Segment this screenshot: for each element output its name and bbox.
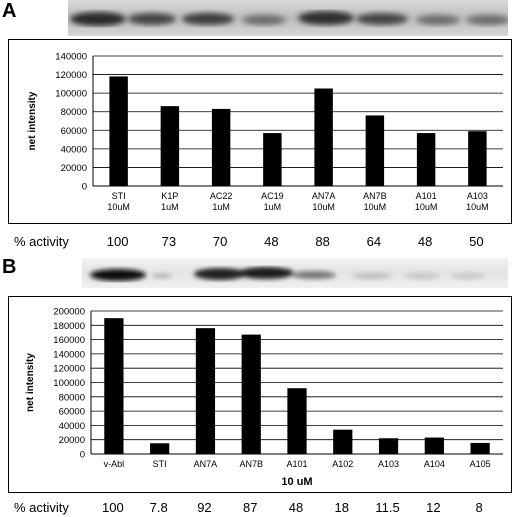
panel-b-activity-value: 87	[242, 500, 258, 515]
panel-a-bar	[211, 108, 231, 186]
panel-a-y-tick-label: 80000	[61, 107, 87, 118]
panel-a-y-tick-label: 0	[82, 182, 87, 193]
panel-a-western-blot	[68, 0, 508, 36]
panel-b-bar	[104, 318, 124, 454]
panel-a-activity-label: % activity	[14, 234, 69, 249]
panel-b-activity-value: 48	[288, 500, 304, 515]
panel-a-letter: A	[2, 0, 17, 22]
panel-b-x-tick-label: A104	[424, 459, 445, 469]
panel-a-x-tick-label: K1P	[161, 191, 178, 201]
panel-b-activity-value: 18	[334, 500, 349, 515]
panel-b-activity-value: 92	[197, 500, 212, 515]
panel-b-x-axis-label: 10 uM	[281, 476, 312, 488]
panel-a-x-tick-label: AC22	[210, 191, 233, 201]
panel-a-activity-value: 100	[106, 234, 129, 249]
panel-b-western-blot	[82, 258, 508, 288]
panel-a-x-tick-label: A101	[416, 191, 437, 201]
panel-b-y-tick-label: 140000	[53, 349, 85, 360]
panel-a-y-tick-label: 100000	[55, 89, 87, 100]
panel-b-bar	[378, 438, 399, 454]
panel-a-bar	[263, 133, 282, 186]
panel-b-bar	[333, 429, 353, 454]
panel-a-y-tick-label: 40000	[61, 144, 87, 155]
panel-a-y-tick-label: 140000	[55, 52, 87, 63]
panel-a-bar	[314, 88, 333, 186]
panel-a-activity-value: 70	[212, 234, 228, 249]
panel-a-activity-value: 88	[315, 234, 330, 249]
panel-b-y-tick-label: 160000	[53, 335, 85, 346]
panel-b-letter: B	[2, 256, 17, 278]
panel-a-x-tick-label: 1uM	[264, 202, 282, 212]
panel-b-y-axis-label: net intensity	[25, 353, 36, 412]
panel-b-activity-label: % activity	[14, 500, 69, 515]
panel-b-x-tick-label: A103	[378, 459, 399, 469]
panel-b-y-tick-label: 100000	[53, 378, 85, 389]
panel-a-x-tick-label: 10uM	[107, 202, 130, 212]
panel-b-y-tick-label: 40000	[59, 421, 85, 432]
panel-b-x-tick-label: A101	[286, 459, 307, 469]
panel-a-bar	[365, 115, 385, 186]
panel-b-y-tick-label: 80000	[59, 392, 85, 403]
panel-a-y-tick-label: 60000	[61, 126, 87, 137]
panel-a-x-tick-label: 10uM	[415, 202, 438, 212]
panel-a-bar-chart: 0 20000 40000 60000 80000 100000 120000 140000 S…	[27, 52, 503, 212]
panel-a-y-tick-label: 20000	[61, 163, 87, 174]
panel-b-bar	[287, 388, 307, 454]
panel-b-chart-frame: 0 20000 40000 60000 80000 100000 120000 140000 1…	[8, 296, 512, 493]
panel-a-x-tick-label: 10uM	[312, 202, 335, 212]
panel-a-bar	[160, 106, 180, 186]
panel-a-x-tick-label: A103	[467, 191, 488, 201]
panel-a-x-tick-label: 1uM	[212, 202, 230, 212]
panel-b-activity-value: 12	[426, 500, 441, 515]
panel-b-x-tick-label: AN7A	[194, 459, 218, 469]
panel-b-bar	[150, 443, 170, 454]
panel-b-y-tick-label: 0	[80, 450, 85, 461]
panel-a-y-axis-label: net intensity	[27, 91, 38, 150]
panel-b-x-tick-label: A105	[470, 459, 491, 469]
panel-a-bar	[109, 76, 128, 186]
panel-b-x-tick-label: A102	[332, 459, 353, 469]
panel-a-x-tick-label: STI	[112, 191, 126, 201]
panel-a-x-tick-label: 10uM	[466, 202, 489, 212]
panel-b-y-tick-label: 180000	[53, 321, 85, 332]
panel-a-activity-value: 50	[469, 234, 484, 249]
panel-b-activity-value: 7.8	[149, 500, 168, 515]
panel-b-x-tick-label: v-Abl	[104, 459, 125, 469]
panel-a-bar	[468, 131, 487, 186]
panel-b-bar	[241, 334, 261, 454]
panel-b-y-tick-label: 20000	[59, 435, 85, 446]
panel-b-y-tick-label: 60000	[59, 407, 85, 418]
panel-a-x-tick-label: 1uM	[161, 202, 179, 212]
panel-a-x-tick-label: 10uM	[364, 202, 387, 212]
panel-b-x-tick-label: STI	[153, 459, 167, 469]
panel-b-y-tick-label: 200000	[53, 307, 85, 318]
panel-a-activity-value: 73	[161, 234, 177, 249]
panel-b-bar	[470, 442, 490, 454]
panel-b-activity-value: 8	[475, 500, 483, 515]
panel-a-x-tick-label: AC19	[261, 191, 284, 201]
panel-a-activity-value: 48	[417, 234, 433, 249]
panel-b-bar	[195, 328, 216, 454]
panel-b-x-tick-label: AN7B	[239, 459, 263, 469]
panel-a-bar	[416, 133, 436, 186]
panel-a-y-tick-label: 120000	[55, 70, 87, 81]
panel-a-chart-frame: 0 20000 40000 60000 80000 100000 120000 140000 S…	[8, 39, 512, 224]
panel-a-activity-value: 48	[264, 234, 279, 249]
panel-b-bar-chart: 0 20000 40000 60000 80000 100000 120000 140000 1…	[25, 307, 503, 488]
panel-b-bar	[424, 437, 444, 454]
panel-a-activity-value: 64	[366, 234, 382, 249]
panel-a-x-tick-label: AN7B	[363, 191, 387, 201]
panel-b-y-tick-label: 120000	[53, 364, 85, 375]
panel-b-activity-value: 11.5	[375, 500, 400, 515]
panel-a-x-tick-label: AN7A	[312, 191, 336, 201]
panel-b-activity-value: 100	[102, 500, 124, 515]
